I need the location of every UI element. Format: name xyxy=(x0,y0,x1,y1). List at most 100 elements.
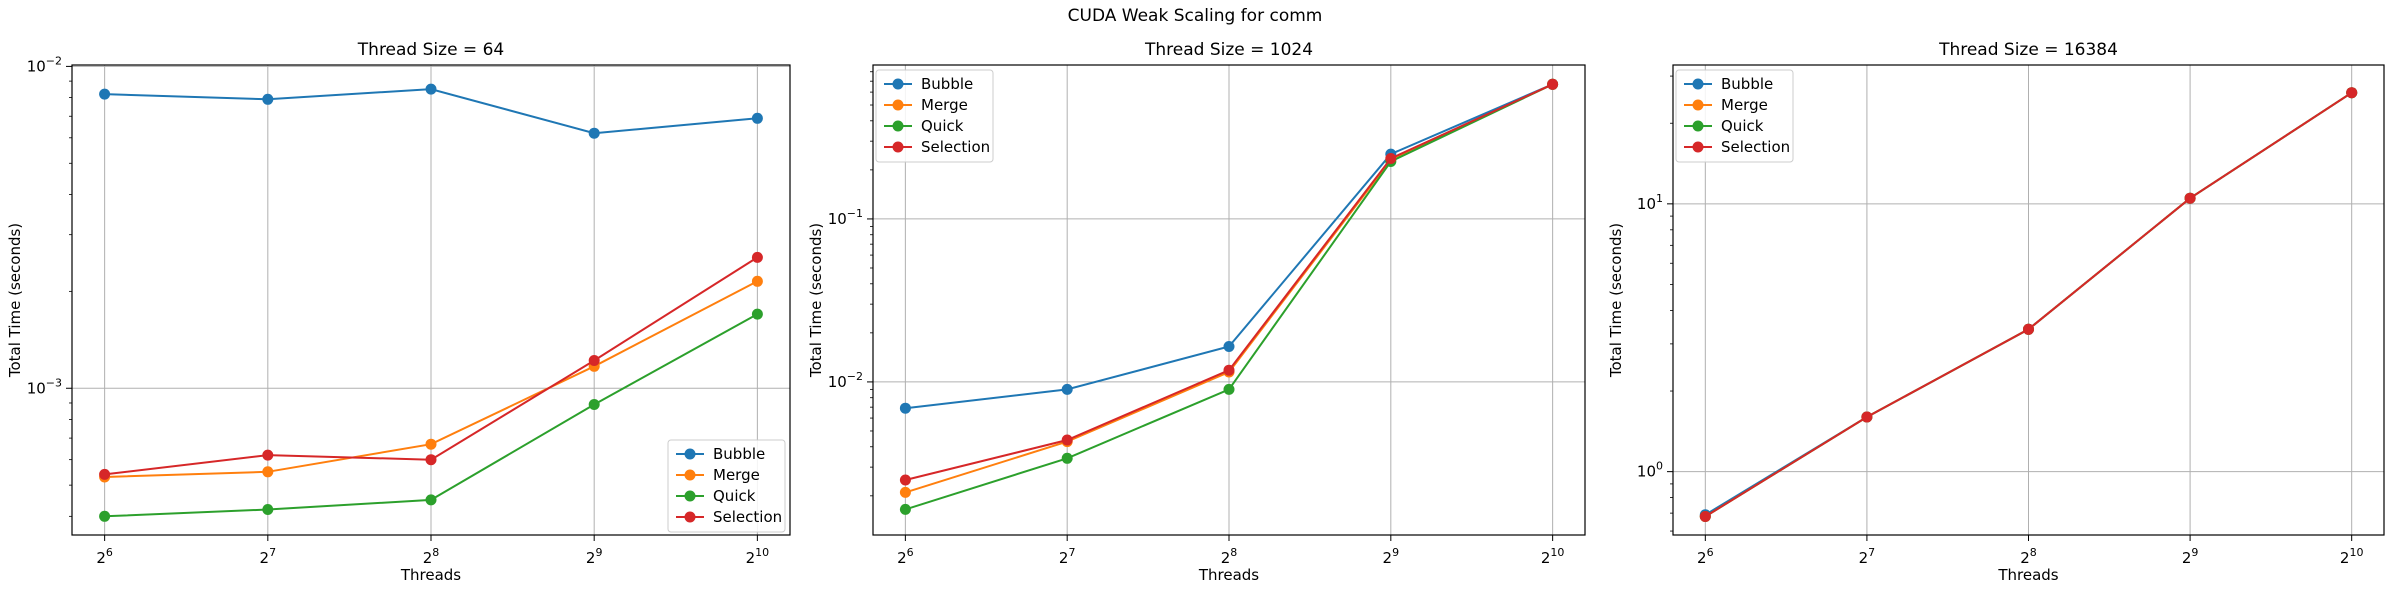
y-axis-label: Total Time (seconds) xyxy=(1607,223,1625,378)
plot-frame xyxy=(71,64,791,536)
data-point-bubble xyxy=(899,402,911,414)
data-point-merge xyxy=(751,275,763,287)
data-point-bubble xyxy=(1061,383,1073,395)
data-point-selection xyxy=(2184,192,2196,204)
legend: Bubble Merge Quick Selection xyxy=(1675,69,1794,163)
legend-box xyxy=(875,69,994,163)
legend-marker-selection xyxy=(892,141,904,153)
legend-marker-quick xyxy=(892,120,904,132)
data-point-selection xyxy=(588,355,600,366)
legend-label-merge: Merge xyxy=(713,466,760,484)
legend-marker-selection xyxy=(684,511,696,523)
data-point-selection xyxy=(99,468,111,480)
x-axis-label: Threads xyxy=(1198,566,1259,584)
figure-title: CUDA Weak Scaling for comm xyxy=(1067,6,1323,26)
x-tick-label: 210 xyxy=(1541,546,1565,567)
y-tick-label: 101 xyxy=(1637,192,1663,213)
data-point-quick xyxy=(588,399,600,410)
y-tick-label: 10−1 xyxy=(828,207,863,228)
subplot-2: 10−2 10−1 26 27 28 29 210 Thread Size = 1024 Thr… xyxy=(807,40,1586,584)
legend-marker-quick xyxy=(1692,120,1704,132)
data-point-selection xyxy=(1385,153,1397,164)
data-point-bubble xyxy=(262,93,274,105)
legend: Bubble Merge Quick Selection xyxy=(875,69,994,163)
data-point-selection xyxy=(425,454,437,466)
plot-frame xyxy=(1672,64,2385,536)
data-point-bubble xyxy=(425,83,437,95)
x-tick-label: 26 xyxy=(96,546,113,567)
legend-marker-bubble xyxy=(1692,78,1704,90)
x-tick-label: 28 xyxy=(423,546,440,567)
legend-label-merge: Merge xyxy=(921,96,968,114)
legend-marker-merge xyxy=(892,99,904,111)
x-tick-label: 28 xyxy=(2020,546,2037,567)
subplot-title: Thread Size = 1024 xyxy=(1144,40,1313,60)
legend-box xyxy=(1675,69,1794,163)
x-tick-label: 29 xyxy=(2182,546,2199,567)
y-tick-label: 10−2 xyxy=(828,370,863,391)
x-axis-label: Threads xyxy=(1997,566,2058,584)
subplot-title: Thread Size = 64 xyxy=(357,40,504,60)
legend-label-selection: Selection xyxy=(713,508,782,526)
legend-marker-bubble xyxy=(684,448,696,460)
legend-marker-merge xyxy=(684,469,696,481)
y-tick-label: 10−3 xyxy=(27,376,62,397)
data-point-selection xyxy=(899,474,911,486)
data-point-quick xyxy=(99,510,111,522)
data-point-quick xyxy=(1223,383,1235,395)
legend-marker-quick xyxy=(684,490,696,502)
plot-frame xyxy=(872,64,1586,536)
x-tick-label: 210 xyxy=(2340,546,2364,567)
data-point-merge xyxy=(262,466,274,478)
legend-label-bubble: Bubble xyxy=(921,75,973,93)
x-tick-label: 26 xyxy=(1697,546,1714,567)
legend-label-quick: Quick xyxy=(1721,117,1764,135)
x-tick-label: 27 xyxy=(1059,546,1076,567)
legend-label-selection: Selection xyxy=(921,138,990,156)
legend-label-quick: Quick xyxy=(713,487,756,505)
data-point-quick xyxy=(262,504,274,515)
legend-marker-merge xyxy=(1692,99,1704,111)
x-tick-label: 29 xyxy=(586,546,603,567)
x-tick-label: 28 xyxy=(1221,546,1238,567)
data-point-quick xyxy=(751,308,763,320)
y-tick-label: 100 xyxy=(1637,460,1663,481)
legend-label-merge: Merge xyxy=(1721,96,1768,114)
data-point-quick xyxy=(425,494,437,506)
data-point-bubble xyxy=(751,112,763,124)
y-tick-label: 10−2 xyxy=(27,54,62,75)
data-point-selection xyxy=(1861,411,1873,423)
y-axis-label: Total Time (seconds) xyxy=(807,223,825,378)
legend-marker-bubble xyxy=(892,78,904,90)
legend-label-bubble: Bubble xyxy=(1721,75,1773,93)
x-axis-label: Threads xyxy=(400,566,461,584)
legend-box xyxy=(667,439,786,533)
x-tick-label: 29 xyxy=(1383,546,1400,567)
x-tick-label: 27 xyxy=(1859,546,1876,567)
data-point-selection xyxy=(1223,364,1235,376)
subplot-1: 10−3 10−2 26 27 28 29 210 Thread Size = 64 Threa… xyxy=(6,40,791,584)
data-point-selection xyxy=(2023,323,2034,335)
data-point-selection xyxy=(2346,87,2358,99)
legend-label-selection: Selection xyxy=(1721,138,1790,156)
data-point-selection xyxy=(1699,511,1711,522)
data-point-selection xyxy=(1061,434,1073,446)
data-point-merge xyxy=(425,438,437,450)
x-tick-label: 210 xyxy=(746,546,770,567)
subplot-title: Thread Size = 16384 xyxy=(1938,40,2118,60)
data-point-selection xyxy=(751,251,763,263)
subplot-3: 100 101 26 27 28 29 210 Thread Size = 16384 Thre… xyxy=(1607,40,2385,584)
data-point-selection xyxy=(1547,78,1559,90)
legend-label-quick: Quick xyxy=(921,117,964,135)
x-tick-label: 27 xyxy=(260,546,277,567)
legend: Bubble Merge Quick Selection xyxy=(667,439,786,533)
data-point-selection xyxy=(262,449,274,461)
data-point-merge xyxy=(899,486,911,498)
data-point-quick xyxy=(1061,452,1073,464)
x-tick-label: 26 xyxy=(897,546,914,567)
data-point-quick xyxy=(899,503,911,515)
legend-marker-selection xyxy=(1692,141,1704,153)
data-point-bubble xyxy=(99,88,111,100)
data-point-bubble xyxy=(1223,341,1235,352)
